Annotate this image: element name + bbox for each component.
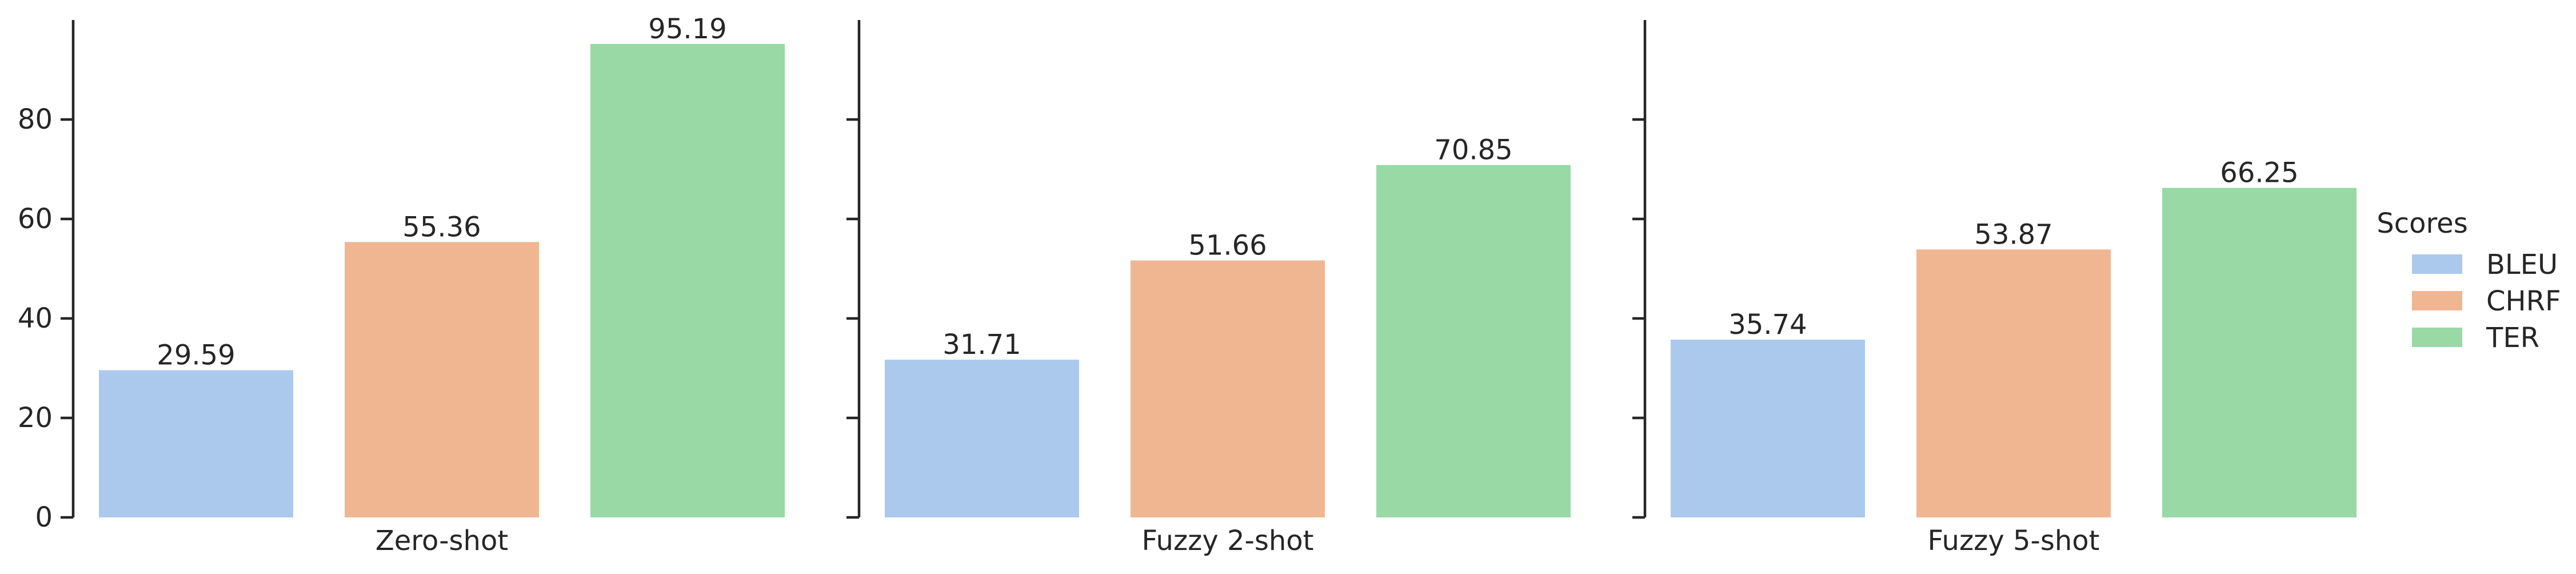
bar-value-label: 95.19 [648, 13, 726, 45]
y-tick-label: 80 [18, 103, 53, 135]
legend-label: BLEU [2486, 249, 2558, 281]
facet-2: 35.74 53.87 66.25 Fuzzy 5-shot [1632, 20, 2357, 557]
bar-value-label: 53.87 [1974, 218, 2052, 250]
facet-0: 0 20 40 60 80 29.59 55.36 95.19 Zero-shot [18, 13, 785, 557]
bar-ter [1376, 165, 1571, 518]
bar-value-label: 55.36 [402, 211, 481, 243]
facets-layer: 0 20 40 60 80 29.59 55.36 95.19 Zero-shot 31.71 51… [18, 13, 2357, 557]
bar-bleu [1671, 340, 1865, 517]
legend: Scores BLEU CHRF TER [2377, 208, 2561, 354]
bar-value-label: 51.66 [1188, 230, 1267, 262]
legend-title: Scores [2377, 208, 2467, 240]
bar-value-label: 29.59 [157, 340, 235, 372]
y-tick-label: 0 [35, 501, 53, 533]
bar-value-label: 70.85 [1434, 134, 1512, 166]
facet-title: Zero-shot [376, 525, 508, 557]
facet-title: Fuzzy 2-shot [1142, 525, 1314, 557]
bar-ter [590, 43, 785, 518]
legend-label: CHRF [2486, 285, 2561, 317]
bar-chrf [1916, 249, 2111, 517]
facet-title: Fuzzy 5-shot [1928, 525, 2100, 557]
legend-label: TER [2486, 322, 2539, 354]
bar-value-label: 66.25 [2220, 157, 2298, 189]
y-tick-label: 40 [18, 302, 53, 334]
bar-value-label: 35.74 [1728, 309, 1807, 341]
legend-swatch-chrf [2412, 291, 2462, 310]
legend-swatch-ter [2412, 328, 2462, 347]
y-tick-label: 20 [18, 402, 53, 434]
bar-chrf [1131, 260, 1325, 517]
bar-chrf [345, 242, 539, 517]
bar-value-label: 31.71 [942, 329, 1021, 361]
bar-bleu [99, 370, 293, 517]
facet-1: 31.71 51.66 70.85 Fuzzy 2-shot [846, 20, 1571, 557]
y-tick-label: 60 [18, 203, 53, 235]
bar-ter [2162, 188, 2357, 517]
legend-swatch-bleu [2412, 254, 2462, 274]
bar-bleu [885, 360, 1079, 517]
